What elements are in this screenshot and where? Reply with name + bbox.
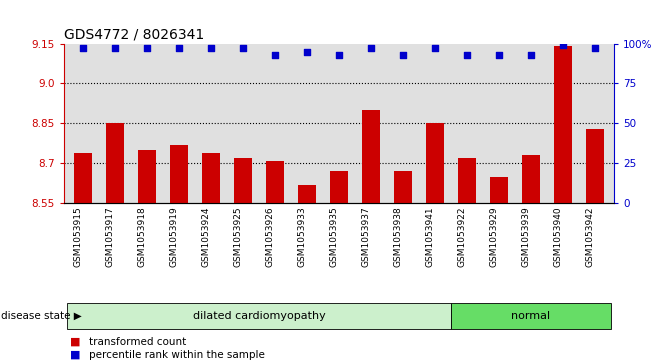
Bar [554,46,572,203]
Point [174,45,185,51]
Point [238,45,248,51]
Bar [234,158,252,203]
Text: GSM1053933: GSM1053933 [298,206,307,267]
Point [558,42,568,48]
Text: GSM1053925: GSM1053925 [234,206,243,267]
Text: disease state ▶: disease state ▶ [1,311,82,321]
Bar [586,129,604,203]
Text: dilated cardiomyopathy: dilated cardiomyopathy [193,311,325,321]
Point [462,52,472,58]
Point [78,45,89,51]
Bar [522,155,539,203]
Point [109,45,120,51]
Text: GSM1053919: GSM1053919 [170,206,179,267]
Point [493,52,504,58]
Text: GSM1053922: GSM1053922 [458,206,467,267]
Point [205,45,216,51]
Bar [394,171,411,203]
Bar [266,161,284,203]
Point [270,52,280,58]
Text: GSM1053924: GSM1053924 [202,206,211,267]
Point [366,45,376,51]
Text: percentile rank within the sample: percentile rank within the sample [89,350,265,360]
Text: GSM1053938: GSM1053938 [394,206,403,267]
Bar [426,123,444,203]
Bar [298,185,315,203]
Point [333,52,344,58]
Text: GSM1053918: GSM1053918 [138,206,147,267]
Text: GSM1053942: GSM1053942 [586,206,595,267]
Point [397,52,408,58]
Bar [490,177,507,203]
Text: GSM1053941: GSM1053941 [426,206,435,267]
Bar [202,153,219,203]
Bar [170,145,188,203]
Bar [74,153,92,203]
Text: normal: normal [511,311,550,321]
Point [525,52,536,58]
Point [589,45,600,51]
Text: GSM1053940: GSM1053940 [554,206,563,267]
Bar [330,171,348,203]
Text: GSM1053939: GSM1053939 [522,206,531,267]
Bar [138,150,156,203]
Text: GSM1053915: GSM1053915 [74,206,83,267]
Bar [458,158,476,203]
Point [301,49,312,54]
Text: transformed count: transformed count [89,337,187,347]
Text: GDS4772 / 8026341: GDS4772 / 8026341 [64,27,204,41]
Bar [106,123,123,203]
Text: ■: ■ [70,337,81,347]
Point [429,45,440,51]
Text: GSM1053917: GSM1053917 [106,206,115,267]
Text: GSM1053935: GSM1053935 [330,206,339,267]
Text: GSM1053926: GSM1053926 [266,206,275,267]
Text: GSM1053929: GSM1053929 [490,206,499,267]
Text: GSM1053937: GSM1053937 [362,206,371,267]
Point [142,45,152,51]
Text: ■: ■ [70,350,81,360]
Bar [362,110,380,203]
